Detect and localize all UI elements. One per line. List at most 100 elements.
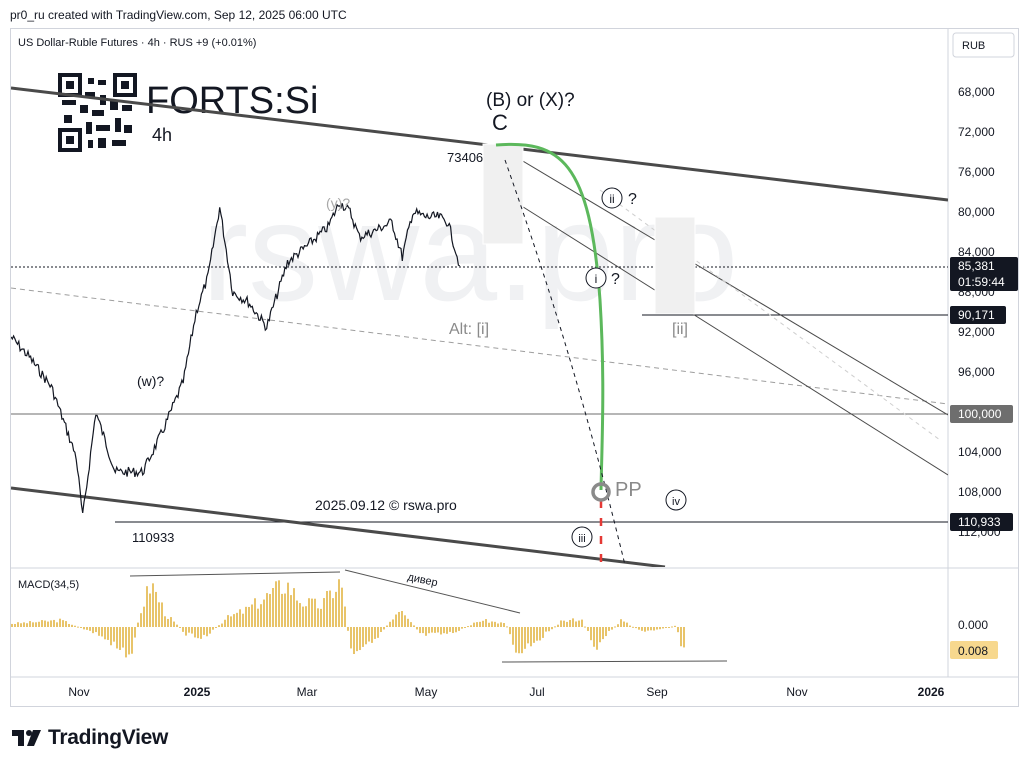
macd-bar [350,627,352,649]
macd-bar [68,624,70,627]
dashed-parallel-line [11,287,948,405]
macd-bar [506,626,508,628]
thin-channel-line-2 [519,204,948,476]
time-axis[interactable]: Nov 2025 Mar May Jul Sep Nov 2026 [68,685,944,699]
macd-bar [269,594,271,627]
level-badge-100000: 100,000 [950,405,1013,423]
y-tick-label: 68,000 [958,85,995,99]
macd-bar [101,627,103,637]
macd-bar [485,619,487,627]
label-wave-i-question: ? [611,271,620,288]
macd-bar [344,606,346,627]
macd-bar [677,627,679,633]
macd-bar [497,623,499,627]
macd-bar [134,627,136,638]
pp-circle-icon [591,482,611,502]
macd-bar [170,617,172,627]
macd-bar [50,620,52,627]
macd-bar [668,627,670,628]
macd-bar [236,612,238,627]
macd-bar [89,627,91,631]
macd-bar [569,619,571,627]
faint-dashed-line [599,189,941,441]
macd-bar [233,614,235,627]
macd-bar [527,627,529,644]
macd-bar [431,627,433,633]
macd-bar [38,621,40,627]
macd-bar [11,623,13,627]
macd-bar [155,591,157,627]
macd-bar [437,627,439,633]
macd-bar [536,627,538,641]
level-badge-90171: 90,171 [950,306,1006,324]
tradingview-brand[interactable]: TradingView [12,726,168,750]
macd-bar [491,621,493,627]
macd-bar [62,620,64,627]
macd-bar [392,619,394,627]
macd-bar [455,627,457,633]
macd-bar [293,588,295,627]
macd-bar [581,619,583,627]
macd-bar [86,627,88,630]
macd-bar [584,626,586,628]
macd-bar [167,618,169,627]
macd-bar [290,595,292,627]
qr-code-icon [58,73,137,152]
chart-credit: pr0_ru created with TradingView.com, Sep… [10,8,347,22]
y-tick-label: 92,000 [958,325,995,339]
price-axis[interactable]: 68,00072,00076,00080,00084,00088,00092,0… [958,85,1002,539]
macd-bar [563,620,565,627]
logo-interval: 4h [152,125,172,145]
macd-bar [401,611,403,627]
x-tick-label: Nov [68,685,89,699]
macd-bar [362,627,364,647]
x-tick-label: May [415,685,438,699]
macd-bar [440,627,442,635]
macd-bar [281,593,283,627]
macd-bar [500,622,502,627]
macd-bar [191,627,193,634]
macd-bottom-line [501,660,728,663]
macd-bar [212,627,214,630]
macd-bar [494,621,496,627]
wave-iii-circle [571,526,593,548]
macd-bar [551,627,553,630]
brand-name: TradingView [48,726,169,749]
macd-bar [407,618,409,627]
macd-bar [593,627,595,647]
macd-bar [665,627,667,628]
currency-label: RUB [962,40,985,52]
macd-bar [560,620,562,627]
macd-bar [671,626,673,628]
macd-bar [56,622,58,627]
macd-bar [572,618,574,627]
macd-bar [452,627,454,634]
macd-bar [74,625,76,627]
macd-bar [314,598,316,627]
macd-bar [611,627,613,630]
y-tick-label: 108,000 [958,485,1002,499]
x-tick-label: Nov [786,685,807,699]
macd-bar [206,627,208,637]
macd-bar [149,593,151,627]
macd-bar [302,606,304,627]
macd-bar [605,627,607,637]
macd-bar [152,583,154,627]
zone-box-ii [654,216,696,315]
macd-bar [188,627,190,633]
macd-bar [647,627,649,631]
macd-bar [227,615,229,627]
macd-bar [587,627,589,631]
macd-bar [119,627,121,650]
macd-zero-label: 0.000 [958,618,988,632]
wave-i-circle [585,267,607,289]
macd-bar [110,627,112,646]
macd-bar [164,616,166,627]
macd-bar [221,623,223,627]
macd-bar [47,621,49,627]
macd-bar [239,609,241,627]
macd-bar [623,621,625,627]
currency-button[interactable] [952,32,1015,58]
macd-bar [116,627,118,649]
